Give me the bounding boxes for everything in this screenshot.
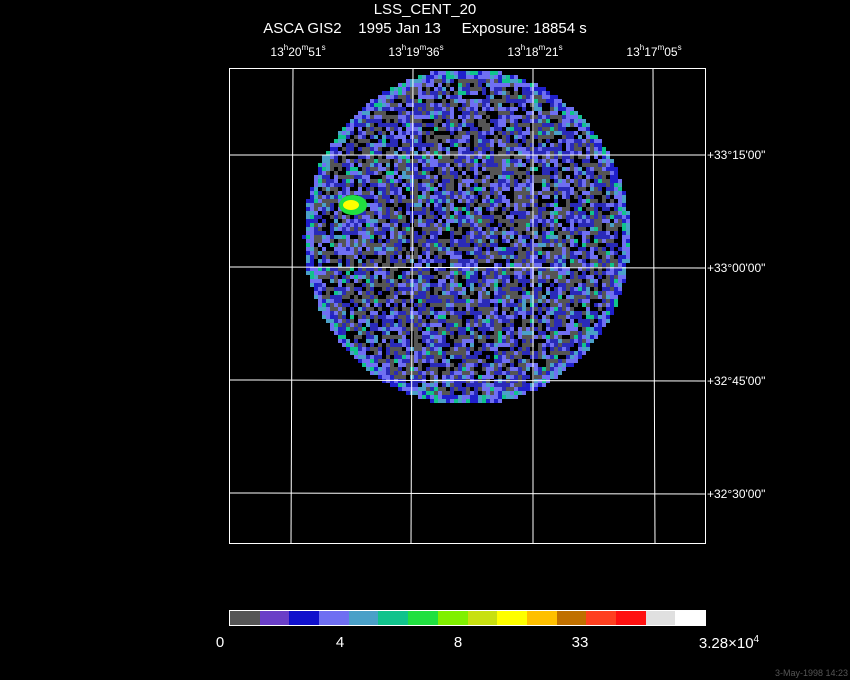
colorbar-swatch bbox=[319, 611, 349, 625]
dec-grid-line bbox=[229, 266, 706, 269]
colorbar-swatch bbox=[259, 611, 290, 625]
ra-grid-line bbox=[290, 68, 294, 544]
color-bar bbox=[229, 610, 706, 626]
image-title: LSS_CENT_20 bbox=[373, 1, 477, 18]
colorbar-swatch bbox=[408, 611, 438, 625]
observation-subtitle: ASCA GIS2 1995 Jan 13 Exposure: 18854 s bbox=[263, 20, 587, 37]
colorbar-swatch bbox=[615, 611, 646, 625]
ra-label-3: 13h18m21s bbox=[507, 43, 563, 59]
plot-frame bbox=[229, 68, 706, 544]
ra-label-2: 13h19m36s bbox=[388, 43, 444, 59]
timestamp: 3-May-1998 14:23 bbox=[774, 668, 848, 678]
colorbar-swatch bbox=[526, 611, 557, 625]
colorbar-swatch bbox=[289, 611, 320, 625]
colorbar-swatch bbox=[556, 611, 587, 625]
xray-image-plot bbox=[229, 68, 706, 544]
colorbar-label-max: 3.28×104 bbox=[698, 634, 760, 652]
colorbar-label-4: 4 bbox=[335, 634, 345, 651]
colorbar-label-0: 0 bbox=[215, 634, 225, 651]
colorbar-swatch bbox=[497, 611, 527, 625]
dec-label-4: +32°30'00" bbox=[707, 487, 766, 501]
dec-label-2: +33°00'00" bbox=[707, 261, 766, 275]
xray-image bbox=[302, 71, 630, 403]
colorbar-swatch bbox=[586, 611, 616, 625]
colorbar-label-8: 8 bbox=[453, 634, 463, 651]
dec-label-3: +32°45'00" bbox=[707, 374, 766, 388]
ra-grid-line bbox=[410, 68, 414, 544]
colorbar-swatch bbox=[230, 611, 260, 625]
colorbar-swatch bbox=[675, 611, 705, 625]
coordinate-grid bbox=[229, 68, 706, 544]
colorbar-swatch bbox=[378, 611, 409, 625]
colorbar-swatch bbox=[645, 611, 676, 625]
colorbar-label-33: 33 bbox=[571, 634, 589, 651]
colorbar-swatch bbox=[467, 611, 498, 625]
ra-label-1: 13h20m51s bbox=[270, 43, 326, 59]
colorbar-swatch bbox=[348, 611, 379, 625]
ra-label-4: 13h17m05s bbox=[626, 43, 682, 59]
ra-grid-line bbox=[652, 68, 656, 544]
dec-grid-line bbox=[229, 492, 706, 495]
dec-grid-line bbox=[229, 379, 706, 382]
colorbar-swatch bbox=[437, 611, 468, 625]
dec-label-1: +33°15'00" bbox=[707, 148, 766, 162]
